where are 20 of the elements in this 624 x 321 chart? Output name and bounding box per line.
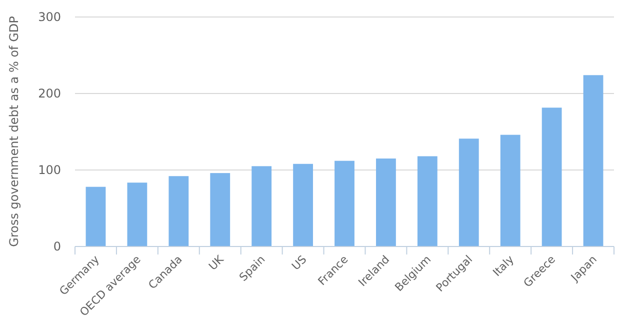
bar	[417, 156, 438, 246]
x-tick-label: UK	[206, 252, 227, 273]
bar	[334, 160, 354, 246]
bar	[542, 108, 562, 246]
bar	[210, 173, 230, 246]
y-tick-label: 300	[38, 10, 61, 24]
y-tick-label: 0	[53, 240, 61, 254]
bar	[376, 158, 396, 246]
bar	[252, 166, 272, 246]
y-tick-label: 200	[38, 86, 61, 101]
bar	[583, 75, 604, 246]
bar	[293, 164, 313, 246]
bar	[500, 134, 520, 246]
bar	[458, 138, 479, 246]
y-tick-label: 100	[38, 163, 61, 178]
y-axis-title: Gross government debt as a % of GDP	[7, 16, 21, 247]
bar	[168, 176, 189, 246]
bar	[127, 182, 148, 246]
bar	[86, 186, 106, 246]
x-tick-label: US	[289, 252, 310, 273]
